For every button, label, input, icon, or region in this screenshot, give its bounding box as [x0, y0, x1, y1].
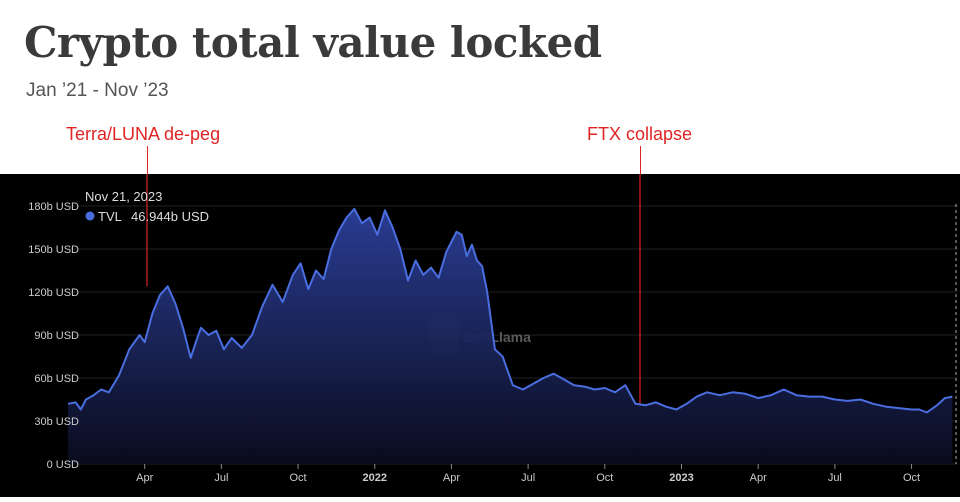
tvl-area: [68, 208, 953, 464]
y-tick-label: 90b USD: [34, 330, 79, 342]
tooltip-value: 46.944b USD: [131, 209, 209, 224]
y-tick-label: 150b USD: [28, 244, 79, 256]
annotation-ftx-line-top: [640, 146, 641, 174]
annotation-luna-line-top: [147, 146, 148, 174]
x-tick-label: Oct: [289, 472, 306, 484]
y-tick-label: 0 USD: [47, 459, 79, 471]
x-tick-label: Apr: [750, 472, 767, 484]
x-tick-label: 2022: [363, 472, 387, 484]
x-tick-label: Apr: [443, 472, 460, 484]
annotation-luna-label: Terra/LUNA de-peg: [66, 124, 221, 144]
x-tick-label: Apr: [136, 472, 153, 484]
x-tick-label: Jul: [828, 472, 842, 484]
y-tick-label: 180b USD: [28, 201, 79, 213]
chart-panel[interactable]: DefiLlama 0 USD 30b USD 60b USD 90b USD 120b…: [0, 174, 960, 497]
tvl-line[interactable]: [67, 207, 953, 414]
annotation-ftx-label: FTX collapse: [587, 124, 693, 144]
x-tick-label: Jul: [214, 472, 228, 484]
tooltip-series-name: TVL: [98, 209, 122, 224]
x-tick-label: 2023: [669, 472, 693, 484]
x-tick-label: Jul: [521, 472, 535, 484]
y-tick-label: 30b USD: [34, 416, 79, 428]
tooltip-series-dot: [85, 211, 95, 221]
chart-title: Crypto total value locked: [24, 18, 602, 67]
chart-subtitle: Jan ’21 - Nov ’23: [26, 80, 169, 101]
y-tick-label: 120b USD: [28, 287, 79, 299]
tooltip-date: Nov 21, 2023: [85, 189, 162, 204]
tooltip: Nov 21, 2023 TVL 46.944b USD: [85, 189, 209, 224]
y-tick-label: 60b USD: [34, 373, 79, 385]
x-tick-label: Oct: [596, 472, 613, 484]
x-tick-label: Oct: [903, 472, 920, 484]
